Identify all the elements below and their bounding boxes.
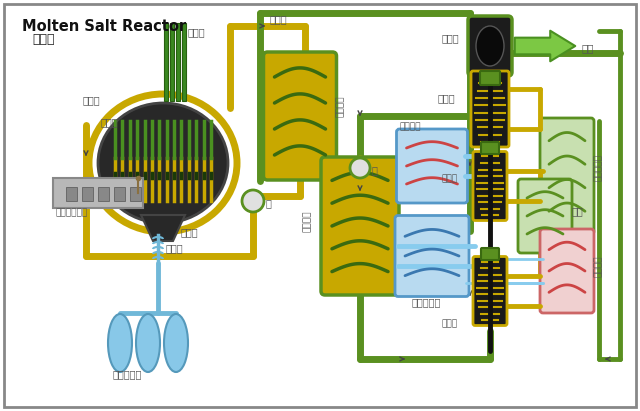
FancyArrowPatch shape bbox=[515, 31, 575, 61]
FancyBboxPatch shape bbox=[98, 187, 109, 201]
Text: 发电机: 发电机 bbox=[442, 33, 460, 43]
Ellipse shape bbox=[98, 103, 228, 223]
FancyBboxPatch shape bbox=[397, 129, 467, 203]
FancyBboxPatch shape bbox=[481, 248, 499, 260]
FancyBboxPatch shape bbox=[473, 256, 507, 326]
FancyBboxPatch shape bbox=[473, 152, 507, 220]
Ellipse shape bbox=[476, 26, 504, 66]
Text: 压缩机: 压缩机 bbox=[442, 174, 458, 183]
Text: 燃料盐: 燃料盐 bbox=[181, 227, 198, 237]
Ellipse shape bbox=[136, 314, 160, 372]
FancyBboxPatch shape bbox=[540, 229, 594, 313]
FancyBboxPatch shape bbox=[164, 23, 168, 101]
Text: 泵: 泵 bbox=[266, 198, 272, 208]
Text: 应急储存罐: 应急储存罐 bbox=[113, 369, 142, 379]
Text: 吸热装置: 吸热装置 bbox=[399, 122, 421, 131]
FancyBboxPatch shape bbox=[66, 187, 77, 201]
FancyBboxPatch shape bbox=[82, 187, 93, 201]
FancyBboxPatch shape bbox=[395, 215, 469, 296]
FancyBboxPatch shape bbox=[53, 178, 143, 208]
Text: 化学处理工厂: 化学处理工厂 bbox=[56, 208, 88, 217]
FancyBboxPatch shape bbox=[540, 118, 594, 234]
Text: 电能: 电能 bbox=[581, 43, 593, 53]
FancyBboxPatch shape bbox=[471, 71, 509, 147]
Text: 中间冷却器: 中间冷却器 bbox=[412, 298, 442, 307]
Text: 净化盐: 净化盐 bbox=[83, 95, 100, 105]
Text: 汽轮机: 汽轮机 bbox=[438, 93, 456, 103]
Text: Molten Salt Reactor: Molten Salt Reactor bbox=[22, 19, 186, 34]
Ellipse shape bbox=[108, 314, 132, 372]
FancyBboxPatch shape bbox=[4, 4, 636, 407]
Text: 回流冷却器: 回流冷却器 bbox=[594, 155, 603, 181]
Text: 泵: 泵 bbox=[372, 165, 378, 175]
FancyBboxPatch shape bbox=[182, 23, 186, 101]
FancyBboxPatch shape bbox=[264, 52, 337, 180]
FancyBboxPatch shape bbox=[321, 157, 399, 295]
Text: 热交换器: 热交换器 bbox=[335, 95, 344, 117]
FancyBboxPatch shape bbox=[114, 187, 125, 201]
Text: 冷器: 冷器 bbox=[572, 206, 584, 216]
Text: 吸热装置: 吸热装置 bbox=[594, 255, 603, 277]
Text: 熶盐堆: 熶盐堆 bbox=[32, 33, 54, 46]
Circle shape bbox=[242, 190, 264, 212]
Text: 反应堆: 反应堆 bbox=[101, 117, 118, 127]
Text: 热交换器: 热交换器 bbox=[303, 210, 312, 232]
Text: 冷却盐: 冷却盐 bbox=[270, 14, 287, 24]
FancyBboxPatch shape bbox=[468, 16, 512, 76]
FancyBboxPatch shape bbox=[481, 142, 499, 154]
Text: 冷冻塞: 冷冻塞 bbox=[166, 243, 184, 253]
Ellipse shape bbox=[164, 314, 188, 372]
Polygon shape bbox=[141, 215, 185, 241]
Text: 控制棒: 控制棒 bbox=[188, 27, 205, 37]
FancyBboxPatch shape bbox=[170, 23, 173, 101]
FancyBboxPatch shape bbox=[518, 179, 572, 253]
FancyBboxPatch shape bbox=[176, 23, 179, 101]
FancyBboxPatch shape bbox=[130, 187, 141, 201]
Circle shape bbox=[350, 158, 370, 178]
FancyBboxPatch shape bbox=[480, 71, 500, 85]
Text: 压缩机: 压缩机 bbox=[442, 319, 458, 328]
